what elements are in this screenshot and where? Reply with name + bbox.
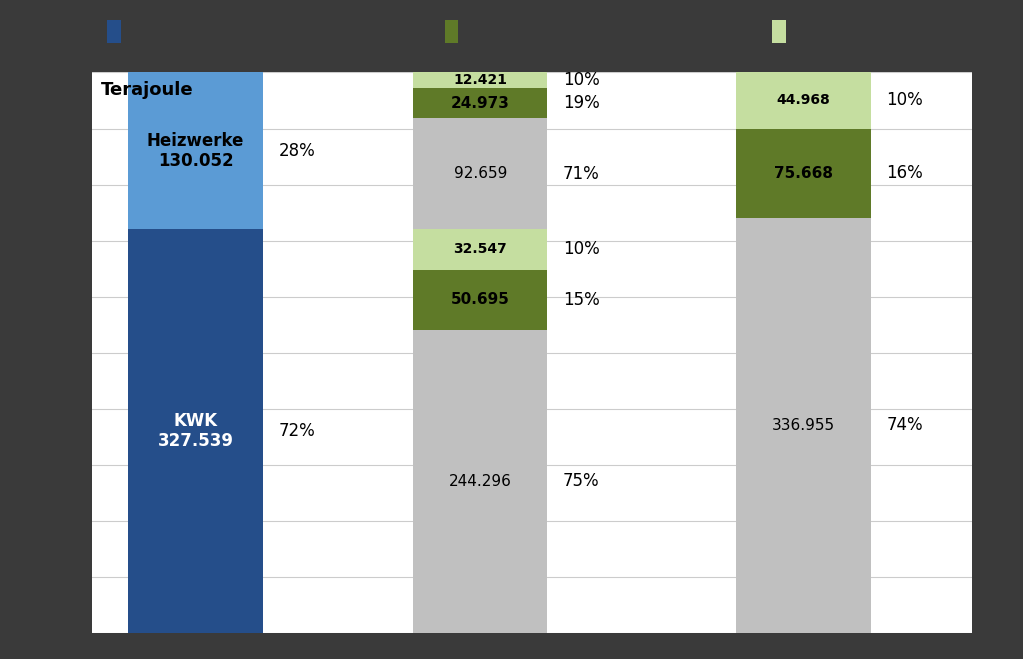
Text: 10%: 10% (563, 241, 599, 258)
Bar (737, 218, 871, 633)
Text: 10%: 10% (563, 71, 599, 90)
Bar (128, 229, 263, 633)
Text: 15%: 15% (563, 291, 599, 309)
Bar (413, 229, 547, 270)
Text: Heizwerke
130.052: Heizwerke 130.052 (147, 132, 244, 170)
Text: 336.955: 336.955 (772, 418, 835, 433)
Text: 50.695: 50.695 (451, 293, 509, 307)
Bar (737, 72, 871, 129)
Bar (737, 129, 871, 218)
Text: 75%: 75% (563, 473, 599, 490)
Text: KWK
327.539: KWK 327.539 (158, 412, 233, 450)
Text: 16%: 16% (887, 164, 923, 183)
Text: 71%: 71% (563, 165, 599, 183)
Text: 72%: 72% (278, 422, 315, 440)
Text: 92.659: 92.659 (453, 166, 506, 181)
Bar (413, 88, 547, 118)
Text: 75.668: 75.668 (774, 166, 833, 181)
Text: 19%: 19% (563, 94, 599, 112)
Text: 10%: 10% (887, 92, 923, 109)
Text: 12.421: 12.421 (453, 73, 507, 88)
Text: 32.547: 32.547 (453, 243, 507, 256)
Bar (413, 118, 547, 229)
Bar (128, 72, 263, 229)
Text: 74%: 74% (887, 416, 923, 434)
Text: 24.973: 24.973 (451, 96, 509, 111)
Bar (413, 270, 547, 330)
Text: 44.968: 44.968 (776, 94, 831, 107)
Text: 244.296: 244.296 (449, 474, 512, 489)
Bar (413, 330, 547, 633)
Text: Terajoule: Terajoule (101, 81, 193, 99)
Text: 28%: 28% (278, 142, 315, 160)
Bar (413, 72, 547, 88)
